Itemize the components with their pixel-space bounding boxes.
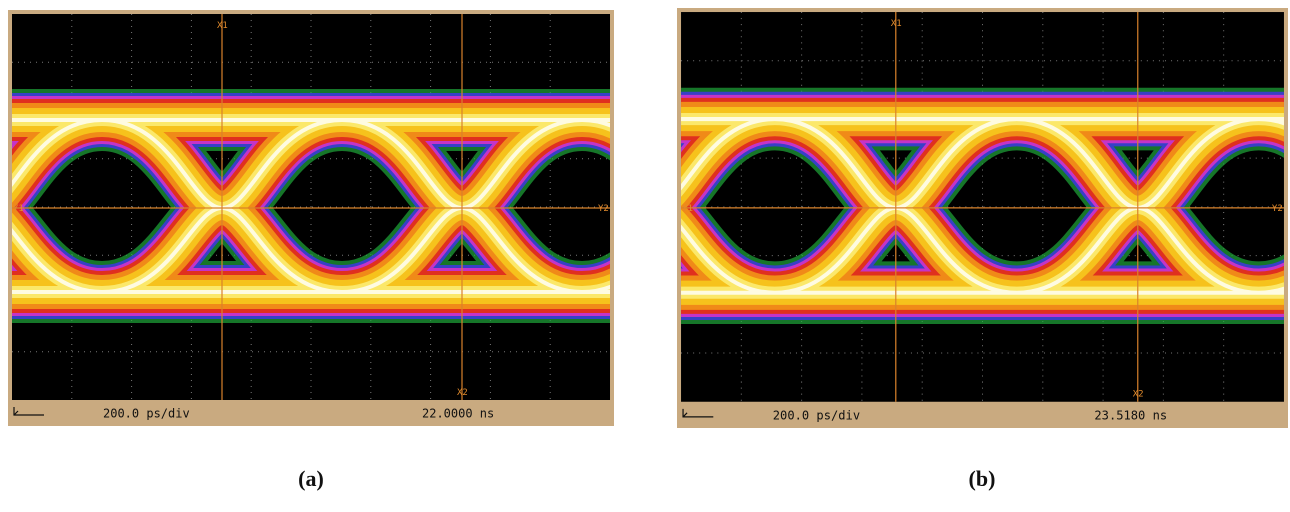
eye-diagram-a: X1 X2 Y1 Y2 200.0 ps/div 22.0000 ns [8, 10, 614, 426]
return-icon [682, 408, 714, 418]
return-icon [13, 407, 44, 416]
eye-diagram-b: X1 X2 Y1 Y2 200.0 ps/div 23.5180 ns [677, 8, 1288, 428]
caption: (b) [968, 466, 996, 491]
cursor-label: Y1 [13, 204, 24, 214]
cursor-label: X1 [891, 19, 902, 29]
cursor-label: X1 [217, 21, 228, 31]
cursor-label: Y2 [1272, 204, 1283, 214]
time-position: 22.0000 ns [422, 407, 494, 421]
cursor-label: X2 [1133, 390, 1144, 400]
screen [681, 12, 1284, 402]
cursor-label: Y1 [682, 204, 693, 214]
cursor-label: X2 [457, 388, 468, 398]
time-position: 23.5180 ns [1094, 408, 1167, 422]
cursor-label: Y2 [598, 204, 609, 214]
timebase: 200.0 ps/div [103, 407, 190, 421]
timebase: 200.0 ps/div [773, 408, 860, 422]
caption: (a) [298, 466, 324, 491]
